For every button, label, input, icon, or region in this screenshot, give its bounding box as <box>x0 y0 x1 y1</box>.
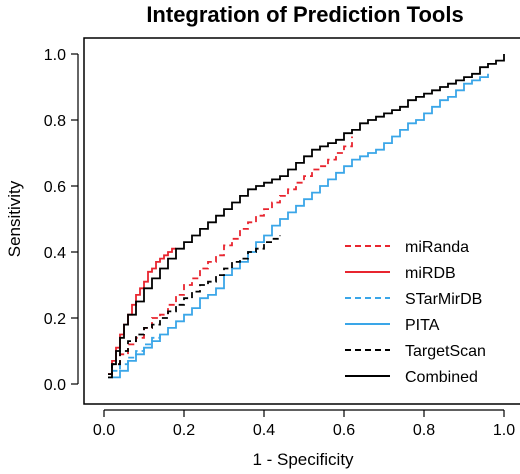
x-axis: 0.0 0.2 0.4 0.6 0.8 1.0 <box>93 409 515 439</box>
x-tick-label: 0.4 <box>253 422 275 439</box>
y-tick-label: 1.0 <box>44 47 66 64</box>
plot-frame <box>83 37 520 405</box>
legend-label-targetscan: TargetScan <box>405 343 486 360</box>
series-mirdb-line <box>108 247 176 375</box>
y-tick-label: 0.6 <box>44 179 66 196</box>
legend: miRanda miRDB STarMirDB PITA TargetScan Combi… <box>345 239 486 386</box>
y-axis: 0.0 0.2 0.4 0.6 0.8 1.0 <box>44 47 79 394</box>
legend-label-starmirdb: STarMirDB <box>405 291 482 308</box>
legend-label-miranda: miRanda <box>405 239 469 256</box>
legend-label-combined: Combined <box>405 369 478 386</box>
x-tick-label: 0.0 <box>93 422 115 439</box>
series-starmirdb-line <box>108 334 161 379</box>
legend-label-mirdb: miRDB <box>405 265 456 282</box>
x-tick-label: 0.6 <box>333 422 355 439</box>
y-axis-label: Sensitivity <box>5 180 24 257</box>
y-tick-label: 0.0 <box>44 377 66 394</box>
series-combined-line <box>108 54 505 379</box>
x-tick-label: 0.8 <box>413 422 435 439</box>
x-tick-label: 0.2 <box>173 422 195 439</box>
series-miranda-line <box>108 136 353 375</box>
y-tick-label: 0.4 <box>44 245 66 262</box>
legend-label-pita: PITA <box>405 317 440 334</box>
x-axis-label: 1 - Specificity <box>252 450 354 469</box>
y-tick-label: 0.8 <box>44 113 66 130</box>
x-tick-label: 1.0 <box>493 422 515 439</box>
series-targetscan-line <box>108 235 281 375</box>
chart-title: Integration of Prediction Tools <box>146 2 463 27</box>
series-pita-line <box>112 73 489 379</box>
y-tick-label: 0.2 <box>44 311 66 328</box>
series-layer <box>108 54 505 379</box>
